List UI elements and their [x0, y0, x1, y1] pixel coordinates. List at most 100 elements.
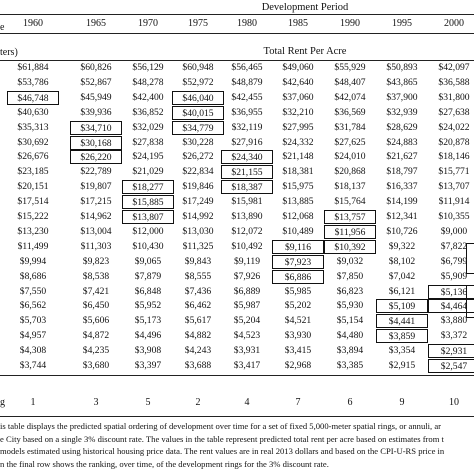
rent-cell: $27,995	[282, 121, 314, 133]
rent-cell: $5,703	[19, 315, 47, 327]
rent-cell: $5,987	[233, 300, 261, 312]
rent-cell: $9,994	[19, 255, 47, 267]
rent-cell: $3,894	[336, 345, 364, 357]
rank-value: 9	[399, 397, 405, 408]
rent-cell: $9,823	[82, 255, 110, 267]
rent-cell: $28,629	[386, 121, 418, 133]
rent-cell: $26,272	[182, 151, 214, 163]
rent-cell: $42,400	[132, 91, 164, 103]
note-line: models estimated using historical housin…	[0, 446, 445, 456]
rent-cell: $42,097	[438, 62, 470, 73]
rent-cell: $15,975	[282, 181, 314, 193]
rent-cell: $3,417	[233, 360, 261, 371]
rent-cell: $9,065	[134, 255, 162, 267]
header-rule-mid	[0, 33, 474, 34]
rent-cell: $9,116	[272, 239, 324, 254]
rent-cell: $36,852	[132, 106, 164, 118]
rent-cell: $24,195	[132, 151, 164, 163]
rent-cell: $42,074	[334, 91, 366, 103]
rent-cell: $2,547	[428, 359, 474, 373]
rent-cell: $8,555	[184, 270, 212, 282]
rent-cell: $15,771	[438, 166, 470, 178]
rent-cell: $36,955	[231, 106, 263, 118]
note-line: is table displays the predicted spatial …	[0, 421, 442, 431]
rent-cell: $23,185	[17, 166, 49, 178]
rent-cell: $13,230	[17, 225, 49, 237]
rent-cell: $48,879	[231, 76, 263, 88]
rent-cell: $55,929	[334, 62, 366, 73]
rent-cell: $3,415	[284, 345, 312, 357]
rent-cell: $6,462	[184, 300, 212, 312]
rent-cell: $5,930	[336, 300, 364, 312]
year-header-1990: 1990	[340, 18, 360, 29]
rent-cell: $40,015	[172, 105, 224, 120]
rent-cell: $11,499	[17, 240, 49, 252]
rent-cell: $35,313	[17, 121, 49, 133]
rent-cell: $30,168	[70, 135, 122, 150]
rank-value: 2	[195, 397, 201, 408]
rent-cell: $48,278	[132, 76, 164, 88]
rent-cell: $6,848	[134, 285, 162, 297]
rent-cell: $7,421	[82, 285, 110, 297]
rent-cell: $42,455	[231, 91, 263, 103]
rent-cell: $4,243	[184, 345, 212, 357]
rent-cell: $4,496	[134, 330, 162, 342]
rent-cell: $21,627	[386, 151, 418, 163]
rent-cell: $5,204	[233, 315, 261, 327]
rank-value: 5	[145, 397, 151, 408]
rent-cell: $5,985	[284, 285, 312, 297]
rent-cell: $53,786	[17, 76, 49, 88]
rent-cell: $6,823	[336, 285, 364, 297]
rent-cell: $13,890	[231, 211, 263, 222]
rent-cell: $11,325	[182, 240, 214, 252]
rent-cell: $26,220	[70, 150, 122, 165]
rent-cell: $4,521	[284, 315, 312, 327]
rent-cell: $3,385	[336, 360, 364, 371]
rent-cell: $34,710	[70, 120, 122, 135]
rent-cell: $48,407	[334, 76, 366, 88]
rent-cell: $18,381	[282, 166, 314, 178]
rent-cell: $7,436	[184, 285, 212, 297]
rent-cell: $24,883	[386, 136, 418, 148]
year-header-2000: 2000	[444, 18, 464, 29]
rent-cell: $31,800	[438, 91, 470, 103]
rent-cell: $12,068	[282, 211, 314, 222]
rent-cell: $39,936	[80, 106, 112, 118]
rent-cell: $4,441	[376, 314, 428, 329]
rank-value: 1	[30, 397, 36, 408]
rent-cell: $27,916	[231, 136, 263, 148]
rent-cell: $5,109	[376, 299, 428, 314]
rent-cell: $4,872	[82, 330, 110, 342]
rent-cell: $40,630	[17, 106, 49, 118]
rent-cell: $20,868	[334, 166, 366, 178]
rent-cell: $8,538	[82, 270, 110, 282]
rent-cell: $17,215	[80, 196, 112, 208]
rent-cell: $3,931	[233, 345, 261, 357]
rent-cell: $18,146	[438, 151, 470, 163]
rent-cell: $3,880	[440, 315, 468, 327]
row-header-fragment-2: ters)	[0, 47, 18, 58]
rent-cell: $7,923	[272, 254, 324, 269]
rent-cell: $45,949	[80, 91, 112, 103]
rent-cell: $7,850	[336, 270, 364, 282]
rent-cell: $8,102	[388, 255, 416, 267]
rent-cell: $22,789	[80, 166, 112, 178]
rent-cell: $4,882	[184, 330, 212, 342]
rent-cell: $31,784	[334, 121, 366, 133]
rent-cell: $36,569	[334, 106, 366, 118]
rent-cell: $3,930	[284, 330, 312, 342]
rent-cell: $60,826	[80, 62, 112, 73]
rank-row-label: g	[0, 397, 5, 408]
rent-cell: $5,909	[440, 270, 468, 282]
rent-cell: $52,972	[182, 76, 214, 88]
rank-value: 6	[347, 397, 353, 408]
rent-cell: $9,119	[233, 255, 261, 267]
rent-cell: $11,303	[80, 240, 112, 252]
rent-cell: $27,625	[334, 136, 366, 148]
rank-value: 10	[449, 397, 459, 408]
rent-cell: $21,155	[221, 165, 273, 180]
rent-cell: $15,222	[17, 211, 49, 222]
rent-cell: $16,337	[386, 181, 418, 193]
rent-cell: $42,640	[282, 76, 314, 88]
rent-cell: $10,355	[438, 211, 470, 222]
